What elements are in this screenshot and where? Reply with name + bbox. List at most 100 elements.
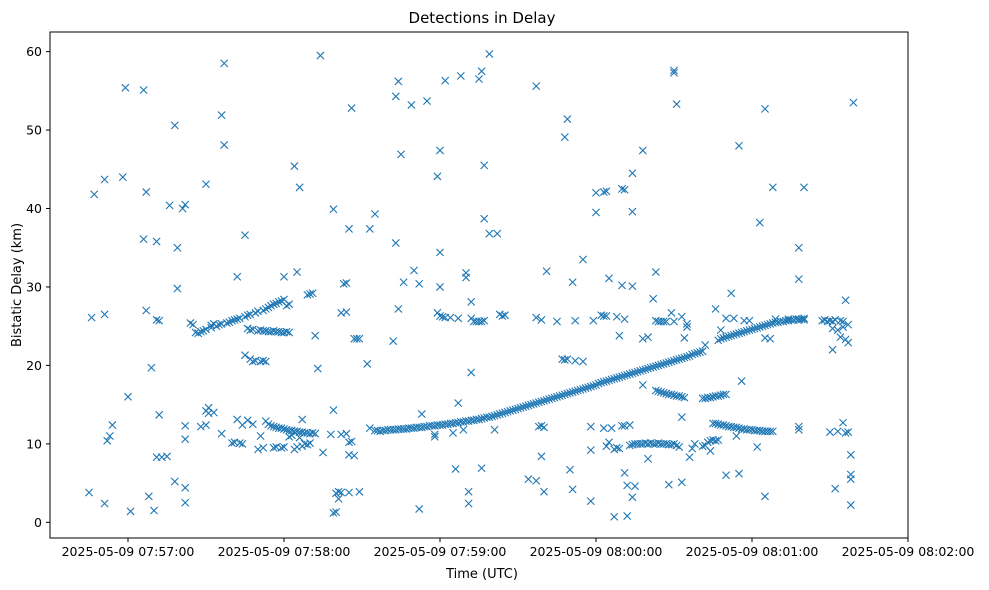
data-point	[352, 334, 361, 343]
data-point	[436, 282, 444, 291]
data-point	[599, 188, 608, 197]
data-point	[566, 388, 574, 397]
data-point	[659, 317, 668, 326]
data-point	[155, 316, 164, 325]
data-point	[256, 432, 265, 441]
data-point	[755, 322, 764, 331]
data-point	[467, 297, 476, 306]
data-point	[248, 325, 257, 334]
data-point	[363, 359, 372, 368]
data-point	[625, 370, 634, 379]
data-point	[399, 278, 408, 287]
data-point	[659, 359, 668, 368]
data-point	[449, 428, 457, 437]
data-point	[568, 485, 577, 494]
data-point	[529, 399, 538, 408]
data-point	[394, 77, 403, 86]
data-point	[220, 140, 229, 149]
data-point	[602, 311, 611, 320]
data-point	[800, 183, 808, 192]
data-point	[241, 231, 249, 240]
data-point	[464, 487, 473, 496]
data-point	[342, 429, 351, 438]
data-point	[243, 311, 252, 320]
data-point	[246, 310, 255, 319]
data-point	[711, 419, 720, 428]
data-point	[285, 328, 294, 337]
data-point	[238, 439, 247, 448]
data-point	[542, 395, 551, 404]
data-point	[181, 421, 190, 430]
data-point	[121, 83, 130, 92]
data-point	[326, 430, 335, 439]
data-point	[241, 351, 249, 360]
data-point	[342, 308, 351, 317]
data-point	[85, 488, 93, 497]
data-point	[311, 331, 320, 340]
data-point	[573, 386, 582, 395]
data-point	[631, 368, 639, 377]
data-point	[716, 334, 725, 343]
data-point	[568, 388, 577, 397]
data-point	[735, 469, 743, 478]
data-point	[540, 487, 548, 496]
data-point	[540, 423, 548, 432]
data-point	[371, 210, 379, 218]
data-point	[602, 442, 611, 451]
data-point	[620, 315, 629, 324]
data-point	[423, 97, 431, 106]
data-point	[755, 218, 764, 227]
data-point	[748, 325, 756, 334]
data-point	[542, 267, 551, 276]
data-point	[688, 444, 697, 453]
data-point	[612, 373, 621, 382]
data-point	[618, 184, 626, 193]
data-point	[644, 364, 652, 373]
data-point	[235, 314, 244, 323]
data-point	[711, 436, 720, 445]
data-point	[732, 432, 741, 441]
data-point	[230, 315, 239, 324]
data-point	[277, 424, 286, 433]
data-point	[303, 290, 312, 299]
data-point	[498, 409, 507, 418]
data-point	[415, 504, 424, 513]
data-point	[152, 315, 161, 324]
data-point	[560, 133, 569, 142]
data-point	[475, 415, 483, 424]
data-point	[350, 451, 359, 460]
data-point	[537, 397, 546, 406]
data-point	[475, 75, 483, 84]
data-point	[254, 445, 262, 454]
data-point	[436, 146, 444, 155]
data-point	[501, 311, 509, 320]
data-point	[267, 421, 275, 430]
y-axis-title: Bistatic Delay (km)	[10, 223, 25, 347]
data-point	[654, 387, 663, 396]
data-point	[576, 385, 585, 394]
data-point	[794, 422, 803, 431]
data-point	[677, 354, 686, 363]
data-point	[480, 316, 489, 325]
data-point	[524, 475, 533, 484]
data-point	[454, 399, 463, 408]
data-point	[740, 327, 749, 336]
data-point	[181, 200, 190, 209]
data-point	[688, 350, 697, 359]
data-point	[844, 428, 853, 437]
data-point	[841, 296, 850, 305]
data-point	[345, 488, 353, 497]
data-point	[308, 428, 317, 437]
data-point	[280, 424, 288, 433]
data-point	[477, 414, 486, 423]
data-point	[766, 334, 775, 343]
x-tick-label: 2025-05-09 07:59:00	[374, 544, 507, 559]
data-point	[501, 408, 509, 417]
data-point	[259, 443, 268, 452]
data-point	[170, 121, 179, 130]
x-tick-label: 2025-05-09 08:01:00	[686, 544, 819, 559]
x-axis: 2025-05-09 07:57:00 2025-05-09 07:58:00 20…	[62, 538, 974, 559]
data-point	[602, 187, 611, 196]
data-point	[118, 173, 127, 182]
data-point	[800, 314, 808, 323]
